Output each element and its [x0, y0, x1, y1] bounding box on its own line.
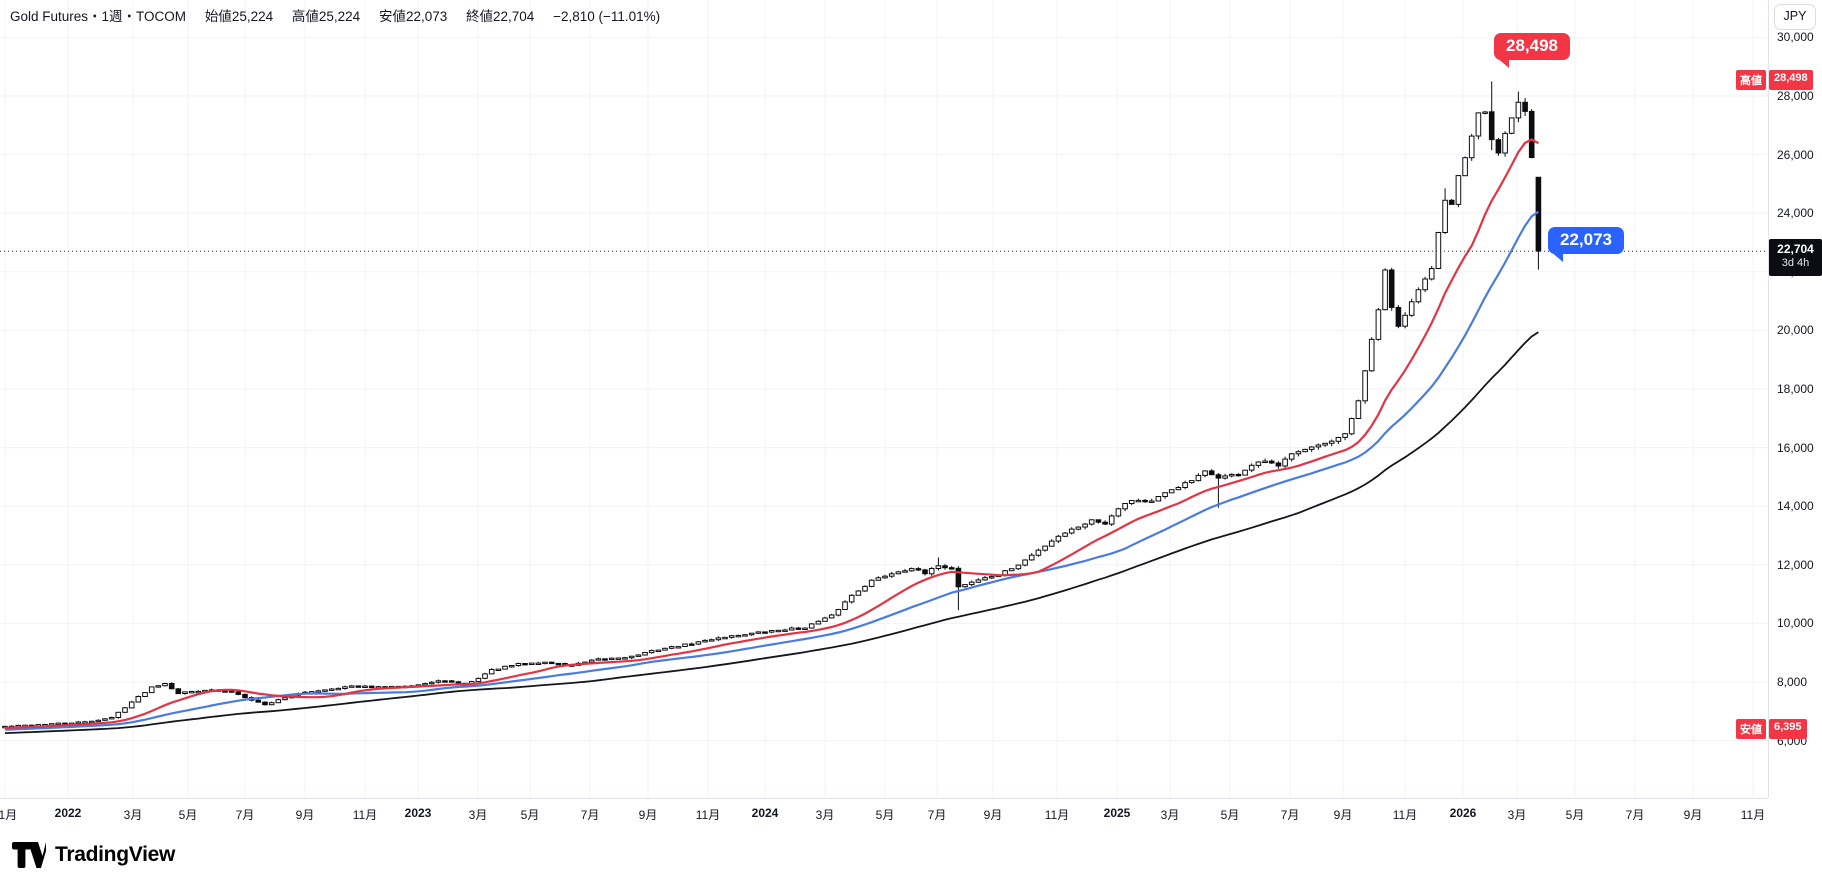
time-axis-year-label: 2025 [1103, 806, 1131, 820]
time-axis-month-label: 9月 [1333, 808, 1353, 822]
symbol-info-bar: Gold Futures・1週・TOCOM 始値25,224 高値25,224 … [10, 5, 660, 25]
price-axis-label: 18,000 [1777, 382, 1814, 396]
time-axis-month-label: 3月 [468, 808, 488, 822]
time-axis-year-label: 2022 [54, 806, 82, 820]
high-badge-label: 高値 [1736, 70, 1766, 90]
tradingview-logo-text: TradingView [55, 843, 176, 866]
price-axis-label: 30,000 [1777, 30, 1814, 45]
time-axis-year-label: 2026 [1449, 806, 1477, 820]
high-field: 高値25,224 [291, 9, 361, 24]
time-axis-month-label: 5月 [178, 808, 198, 822]
session-high-axis-badge: 高値 28,498 [1736, 70, 1813, 90]
time-axis-month-label: 11月 [1392, 808, 1418, 822]
sma-26-week-line [4, 210, 1540, 731]
currency-toggle-button[interactable]: JPY [1774, 4, 1816, 30]
time-axis-month-label: 9月 [1683, 808, 1703, 822]
time-axis-month-label: 9月 [295, 808, 315, 822]
time-axis-month-label: 5月 [875, 808, 895, 822]
chart-pane[interactable] [0, 0, 1768, 798]
callout-tail [1550, 251, 1563, 262]
low-price-callout: 22,073 [1548, 227, 1624, 262]
time-axis[interactable]: 11月 2022 3月 5月 7月 9月 11月 2023 3月 5月 7月 9月 11月 2024 3月 5… [0, 798, 1768, 833]
time-axis-month-label: 5月 [1220, 808, 1240, 822]
price-axis-label: 16,000 [1777, 440, 1814, 455]
time-axis-month-label: 11月 [352, 808, 378, 822]
high-price-callout: 28,498 [1494, 33, 1570, 68]
open-field: 始値25,224 [204, 9, 274, 24]
price-axis-label: 20,000 [1777, 323, 1814, 338]
callout-tail [1496, 57, 1509, 68]
time-axis-month-label: 7月 [235, 808, 255, 822]
time-axis-month-label: 11月 [0, 808, 18, 822]
time-axis-month-label: 11月 [1044, 808, 1070, 822]
time-axis-month-label: 9月 [638, 808, 658, 822]
time-axis-month-label: 7月 [1625, 808, 1645, 822]
time-axis-month-label: 7月 [580, 808, 600, 822]
close-field: 終値22,704 [466, 9, 535, 24]
time-axis-month-label: 7月 [927, 808, 947, 822]
time-axis-year-label: 2024 [751, 806, 779, 820]
price-axis-label: 8,000 [1777, 675, 1808, 689]
time-axis-month-label: 5月 [520, 808, 540, 822]
change-value: −2,810 (−11.01%) [553, 9, 661, 24]
time-axis-month-label: 3月 [123, 808, 143, 822]
time-axis-month-label: 3月 [815, 808, 835, 822]
time-axis-year-label: 2023 [404, 806, 432, 820]
last-price-value: 22,704 [1777, 242, 1814, 256]
up-candles [2, 101, 1522, 729]
price-axis[interactable]: 30,00028,00026,00024,00022,00020,00018,0… [1768, 0, 1822, 798]
sma-52-week-line [4, 331, 1539, 734]
symbol-title[interactable]: Gold Futures・1週・TOCOM [10, 9, 187, 24]
price-axis-label: 28,000 [1777, 89, 1814, 103]
low-badge-value: 6,395 [1769, 719, 1807, 739]
time-axis-month-label: 7月 [1280, 808, 1300, 822]
high-badge-value: 28,498 [1769, 70, 1813, 90]
bar-countdown: 3d 4h [1781, 257, 1810, 269]
low-badge-label: 安値 [1736, 719, 1766, 739]
price-axis-label: 14,000 [1777, 499, 1814, 514]
price-axis-label: 10,000 [1777, 616, 1814, 631]
low-field: 安値22,073 [378, 9, 448, 24]
session-low-axis-badge: 安値 6,395 [1736, 719, 1807, 739]
down-candles [28, 101, 1542, 728]
time-axis-month-label: 11月 [695, 808, 721, 822]
last-price-label: 22,704 3d 4h [1769, 239, 1822, 276]
tradingview-logo-icon [12, 842, 46, 868]
tradingview-logo[interactable]: TradingView [12, 842, 175, 868]
time-axis-month-label: 3月 [1160, 808, 1180, 822]
time-axis-month-label: 9月 [983, 808, 1003, 822]
time-axis-month-label: 5月 [1565, 808, 1585, 822]
price-axis-label: 24,000 [1777, 206, 1814, 221]
time-axis-month-label: 3月 [1507, 808, 1527, 822]
price-axis-label: 12,000 [1777, 557, 1814, 572]
time-axis-month-label: 11月 [1740, 808, 1766, 822]
candlestick-chart[interactable] [0, 0, 1768, 798]
sma-13-week-line [4, 138, 1539, 730]
price-axis-label: 26,000 [1777, 147, 1814, 162]
